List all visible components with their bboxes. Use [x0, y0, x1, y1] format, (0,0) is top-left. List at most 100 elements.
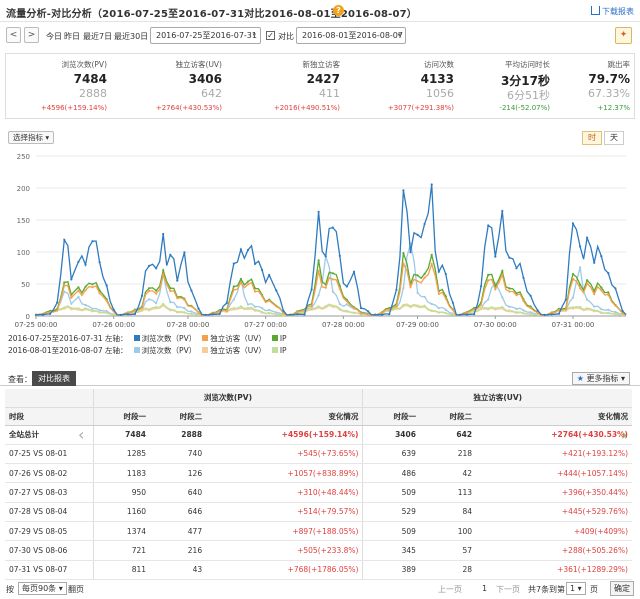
- data-point: [557, 308, 561, 311]
- per-page-select[interactable]: 每页90条 ▾: [18, 582, 67, 595]
- col-header-uv-p1[interactable]: 时段一: [362, 407, 420, 426]
- data-point: [190, 305, 193, 308]
- legend-item-ip[interactable]: IP: [279, 334, 287, 343]
- metric-new-uv: 新独立访客 2427 411 +2016(+490.51%): [240, 54, 340, 118]
- cell-uv-p1: 509: [362, 482, 420, 503]
- cell-uv-p1: 389: [362, 560, 420, 580]
- data-point: [571, 222, 575, 225]
- legend-item-uv[interactable]: 独立访客（UV）: [210, 334, 266, 343]
- x-tick-label: 07-31 00:00: [552, 321, 595, 329]
- select-metric-dropdown[interactable]: 选择指标 ▾: [8, 131, 55, 144]
- quick-range-yesterday[interactable]: 昨日: [64, 32, 80, 41]
- data-point: [579, 287, 582, 290]
- data-point: [416, 304, 419, 307]
- data-point: [437, 307, 440, 310]
- prev-period-button[interactable]: <: [6, 27, 21, 43]
- data-point: [494, 307, 497, 310]
- data-point: [621, 309, 624, 312]
- cell-uv-p1: 639: [362, 444, 420, 465]
- quick-range-today[interactable]: 今日: [46, 32, 62, 41]
- data-point: [593, 293, 596, 296]
- data-point: [324, 255, 327, 258]
- data-point: [430, 183, 433, 186]
- metric-label: 独立访客(UV): [175, 60, 222, 69]
- goto-page-select[interactable]: 1 ▾: [566, 582, 586, 595]
- data-point: [112, 313, 115, 316]
- date-range-2-select[interactable]: 2016-08-01至2016-08-07 ▾: [296, 27, 406, 44]
- data-point: [586, 236, 589, 239]
- data-point: [91, 240, 94, 243]
- next-period-button[interactable]: >: [24, 27, 39, 43]
- help-icon[interactable]: ?: [333, 5, 344, 16]
- data-point: [253, 290, 257, 293]
- data-point: [423, 222, 426, 226]
- data-point: [508, 305, 511, 308]
- quick-range-30days[interactable]: 最近30日: [114, 32, 149, 41]
- data-point: [593, 261, 596, 264]
- page-number[interactable]: 1: [482, 584, 488, 593]
- more-metrics-button[interactable]: ★ 更多指标 ▾: [571, 372, 630, 385]
- data-point: [586, 307, 589, 310]
- prev-page-link[interactable]: 上一页: [438, 585, 462, 594]
- data-point: [402, 262, 405, 265]
- data-point: [607, 293, 610, 296]
- chevron-down-icon: ▾: [58, 584, 63, 593]
- quick-range-7days[interactable]: 最近7日: [83, 32, 113, 41]
- metric-change: +3077(+291.38%): [387, 104, 454, 112]
- legend-item-pv[interactable]: 浏览次数（PV）: [141, 346, 197, 355]
- download-report-link[interactable]: 下载报表: [591, 6, 634, 17]
- data-point: [133, 309, 136, 312]
- data-point: [600, 286, 603, 289]
- data-point: [239, 281, 242, 284]
- next-page-link[interactable]: 下一页: [496, 585, 520, 594]
- data-point: [77, 307, 80, 310]
- data-point: [487, 307, 490, 310]
- goto-confirm-button[interactable]: 确定: [610, 581, 634, 596]
- legend-swatch: [133, 335, 140, 341]
- granularity-day-button[interactable]: 天: [604, 131, 624, 145]
- col-header-pv-p2[interactable]: 时段二: [150, 407, 207, 426]
- data-point: [317, 294, 320, 297]
- legend-item-uv[interactable]: 独立访客（UV）: [210, 346, 266, 355]
- chevron-down-icon: ▾: [620, 374, 625, 383]
- table-row: 07-30 VS 08-06 721 216 +505(+233.8%) 345 57 +2…: [5, 540, 632, 561]
- legend-swatch: [202, 347, 209, 353]
- col-header-uv-change[interactable]: 变化情况: [476, 407, 632, 426]
- data-point: [402, 189, 405, 192]
- data-point: [416, 280, 419, 283]
- col-header-uv-p2[interactable]: 时段二: [419, 407, 477, 426]
- data-point: [444, 297, 447, 300]
- compare-checkbox[interactable]: ✓: [266, 31, 275, 40]
- col-header-pv-p1[interactable]: 时段一: [92, 407, 151, 426]
- data-point: [480, 303, 483, 306]
- metric-value-period2: 1056: [426, 87, 454, 100]
- legend-period-2: 2016-08-01至2016-08-07 左轴： 浏览次数（PV） 独立访客（UV…: [8, 345, 287, 356]
- data-point: [183, 311, 186, 314]
- data-point: [571, 296, 575, 299]
- data-point: [465, 313, 469, 316]
- cell-pv-p2: 126: [150, 463, 207, 484]
- x-tick-label: 07-26 00:00: [92, 321, 135, 329]
- data-point: [232, 285, 235, 288]
- data-point: [579, 283, 582, 286]
- legend-item-ip[interactable]: IP: [279, 346, 287, 355]
- data-point: [331, 226, 334, 229]
- scroll-left-arrow-icon[interactable]: ‹: [78, 425, 85, 444]
- legend-item-pv[interactable]: 浏览次数（PV）: [141, 334, 197, 343]
- data-point: [345, 300, 348, 303]
- cell-pv-p2: 216: [150, 540, 207, 561]
- series-line-1-1: [35, 261, 627, 317]
- pin-icon[interactable]: ✦: [615, 27, 632, 44]
- data-point: [84, 307, 87, 310]
- cell-pv-p2: 640: [150, 482, 207, 503]
- scroll-right-arrow-icon[interactable]: ›: [621, 425, 628, 444]
- data-point: [105, 284, 108, 287]
- col-header-pv-change[interactable]: 变化情况: [206, 407, 363, 426]
- granularity-hour-button[interactable]: 时: [582, 131, 602, 145]
- metric-label: 访问次数: [424, 60, 454, 69]
- select-metric-label: 选择指标: [13, 133, 43, 142]
- data-point: [324, 286, 327, 289]
- date-range-1-select[interactable]: 2016-07-25至2016-07-31 ▾: [150, 27, 261, 44]
- tab-compare-report[interactable]: 对比报表: [32, 371, 76, 386]
- data-point: [621, 314, 624, 317]
